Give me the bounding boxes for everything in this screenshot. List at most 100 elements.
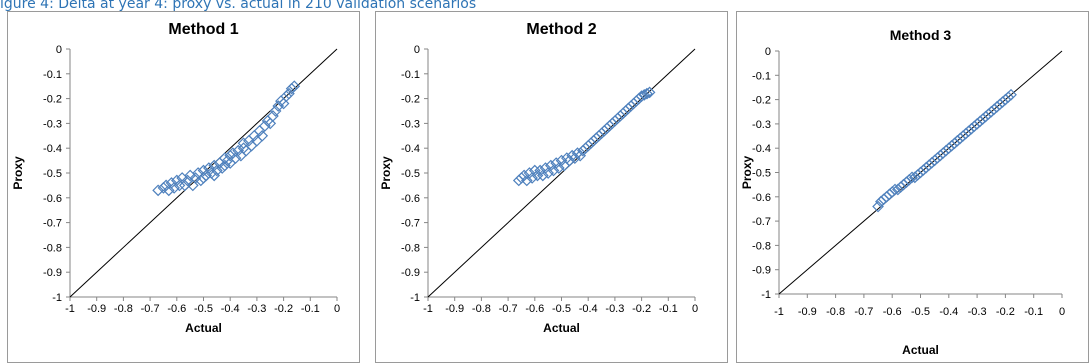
data-point	[903, 173, 916, 186]
data-point	[152, 184, 164, 197]
data-point	[547, 164, 560, 177]
y-tick-label: -0.3	[401, 118, 420, 130]
x-tick-label: -0.9	[798, 306, 817, 318]
data-point	[232, 144, 245, 157]
x-tick-label: -0.4	[221, 303, 240, 315]
data-point	[170, 174, 183, 187]
x-tick-label: -0.4	[579, 303, 598, 315]
x-tick-label: -0.5	[552, 303, 571, 315]
x-tick-label: -0.9	[87, 303, 106, 315]
data-point	[515, 172, 528, 184]
x-tick-label: -0.5	[911, 306, 930, 318]
data-point	[160, 179, 172, 192]
data-point	[633, 92, 645, 105]
data-point	[528, 164, 541, 177]
reference-diagonal-line	[427, 48, 696, 298]
data-point	[219, 159, 231, 172]
scatter-chart-method-1: Method 1 0 -0.1 -0.2 -0.3 -0.4 -0.5 -0.6 -0.7 -0.…	[11, 21, 340, 335]
y-tick-label: -0.6	[43, 193, 62, 205]
y-axis-label: Proxy	[11, 156, 25, 190]
y-tick-label: -0.8	[401, 242, 420, 254]
y-tick-label: -0.8	[752, 240, 771, 252]
y-tick-label: -0.4	[43, 143, 62, 155]
data-point	[536, 169, 549, 182]
data-point	[216, 162, 229, 174]
data-point	[211, 164, 223, 177]
chart-panel-method-1: Method 1 0 -0.1 -0.2 -0.3 -0.4 -0.5 -0.6 -0.7 -0.…	[7, 11, 360, 363]
x-axis-label: Actual	[902, 343, 939, 357]
y-tick-label: -0.6	[401, 193, 420, 205]
y-tick-label: -0.9	[401, 267, 420, 279]
x-tick-label: -0.1	[659, 303, 678, 315]
data-point	[544, 159, 557, 172]
x-tick-label: -0.2	[996, 306, 1015, 318]
x-tick-label: -0.6	[883, 306, 902, 318]
y-tick-label: -0.1	[752, 70, 771, 82]
x-tick-label: -0.6	[525, 303, 544, 315]
y-axis-label: Proxy	[740, 156, 754, 190]
chart-panel-method-2: Method 2 0 -0.1 -0.2 -0.3 -0.4 -0.5 -0.6 -0.7 -0.…	[375, 11, 728, 363]
x-tick-label: -0.8	[114, 303, 133, 315]
x-tick-label: -0.6	[167, 303, 186, 315]
data-point	[1005, 88, 1017, 101]
y-tick-label: -0.9	[752, 265, 771, 277]
data-point	[264, 117, 277, 130]
data-point	[267, 110, 279, 122]
data-point	[534, 164, 546, 177]
x-tick-label: -1	[423, 303, 433, 315]
data-point	[200, 169, 213, 182]
data-point	[555, 154, 568, 167]
data-point	[635, 90, 648, 102]
x-axis-label: Actual	[185, 321, 222, 335]
y-tick-label: -0.2	[752, 95, 771, 107]
scatter-chart-method-2: Method 2 0 -0.1 -0.2 -0.3 -0.4 -0.5 -0.6 -0.7 -0.…	[379, 21, 698, 335]
y-tick-label: 0	[414, 44, 420, 56]
data-point	[563, 154, 576, 167]
data-point	[872, 200, 884, 213]
x-tick-label: 0	[1059, 306, 1065, 318]
x-tick-label: -0.9	[445, 303, 464, 315]
chart-title: Method 2	[526, 21, 596, 38]
data-point	[906, 171, 918, 184]
y-axis-label: Proxy	[379, 156, 393, 190]
y-tick-label: -0.3	[752, 119, 771, 131]
y-tick-label: -0.4	[401, 143, 420, 155]
scatter-chart-method-3: Method 3 0 -0.1 -0.2 -0.3 -0.4 -0.5 -0.6 -0.7 -0.…	[740, 27, 1065, 357]
data-point	[259, 120, 271, 132]
y-tick-label: -1	[761, 289, 771, 301]
data-point	[643, 86, 656, 99]
y-tick-label: -0.7	[43, 218, 62, 230]
data-point	[531, 169, 544, 182]
data-point	[569, 152, 581, 164]
data-point	[641, 87, 653, 100]
x-tick-label: -0.7	[854, 306, 873, 318]
data-point	[518, 169, 530, 182]
chart-title: Method 1	[168, 21, 238, 38]
data-point	[173, 179, 186, 192]
chart-title: Method 3	[890, 27, 952, 43]
y-tick-label: 0	[56, 44, 62, 56]
y-tick-label: -0.2	[401, 94, 420, 106]
data-point	[552, 162, 565, 174]
y-tick-label: -1	[410, 292, 420, 304]
data-point	[277, 97, 290, 110]
y-tick-label: -0.6	[752, 192, 771, 204]
data-point	[197, 164, 210, 177]
y-tick-label: -0.8	[43, 242, 62, 254]
x-tick-label: -0.7	[499, 303, 518, 315]
y-tick-label: -0.4	[752, 143, 771, 155]
data-point	[272, 100, 285, 112]
data-point	[886, 186, 899, 198]
data-point	[288, 80, 301, 93]
x-tick-label: -0.5	[194, 303, 213, 315]
data-point	[227, 147, 239, 160]
y-tick-label: -0.7	[752, 216, 771, 228]
data-point	[638, 89, 651, 101]
x-tick-label: -0.8	[472, 303, 491, 315]
x-tick-label: -1	[774, 306, 784, 318]
data-point	[520, 174, 533, 187]
chart-panel-method-3: Method 3 0 -0.1 -0.2 -0.3 -0.4 -0.5 -0.6 -0.7 -0.…	[736, 11, 1089, 363]
x-tick-label: -0.1	[301, 303, 320, 315]
data-point	[256, 129, 269, 142]
x-tick-label: -0.3	[968, 306, 987, 318]
